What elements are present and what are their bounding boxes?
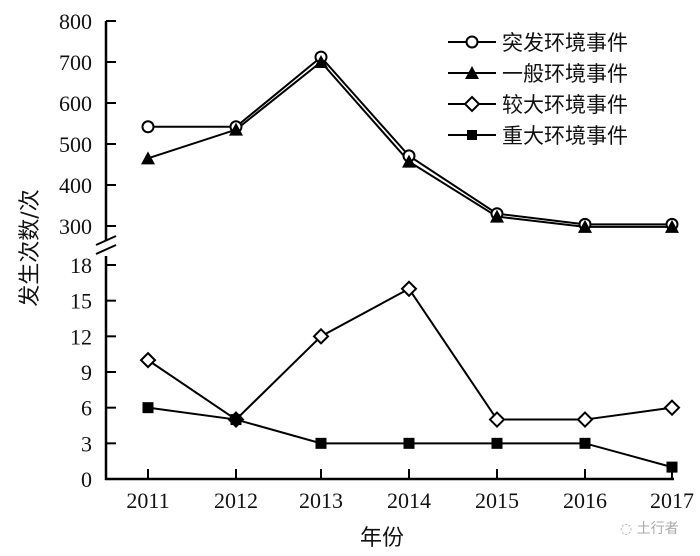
svg-text:15: 15	[70, 289, 92, 314]
legend-item: 一般环境事件	[446, 57, 628, 88]
svg-text:6: 6	[81, 396, 92, 421]
svg-text:2016: 2016	[563, 488, 607, 513]
svg-text:2015: 2015	[475, 488, 519, 513]
legend-label: 一般环境事件	[502, 61, 628, 86]
svg-text:600: 600	[59, 91, 92, 116]
legend-item: 突发环境事件	[446, 26, 628, 57]
y-axis-label: 发生次数/次	[18, 189, 43, 307]
watermark-text: 土行者	[636, 521, 679, 537]
svg-text:2012: 2012	[214, 488, 258, 513]
legend-label: 重大环境事件	[502, 123, 628, 148]
open-diamond-marker-icon	[446, 94, 498, 114]
svg-text:500: 500	[59, 132, 92, 157]
legend-item: 较大环境事件	[446, 88, 628, 119]
filled-square-marker-icon	[446, 125, 498, 145]
svg-text:400: 400	[59, 173, 92, 198]
legend-label: 突发环境事件	[502, 30, 628, 55]
svg-text:2014: 2014	[387, 488, 431, 513]
watermark: ◌ 土行者	[620, 518, 679, 538]
legend-label: 较大环境事件	[502, 92, 628, 117]
open-circle-marker-icon	[446, 32, 498, 52]
svg-text:0: 0	[81, 467, 92, 492]
svg-text:300: 300	[59, 214, 92, 239]
svg-text:18: 18	[70, 253, 92, 278]
filled-triangle-marker-icon	[446, 63, 498, 83]
x-axis-label: 年份	[360, 526, 405, 551]
svg-text:3: 3	[81, 431, 92, 456]
svg-text:2017: 2017	[650, 488, 694, 513]
svg-text:12: 12	[70, 324, 92, 349]
svg-text:800: 800	[59, 9, 92, 34]
svg-text:9: 9	[81, 360, 92, 385]
wechat-icon: ◌	[620, 521, 637, 537]
svg-text:2013: 2013	[299, 488, 343, 513]
legend-item: 重大环境事件	[446, 119, 628, 150]
svg-text:700: 700	[59, 50, 92, 75]
svg-text:2011: 2011	[126, 488, 169, 513]
legend: 突发环境事件 一般环境事件 较大环境事件 重大环境事件	[446, 26, 628, 150]
